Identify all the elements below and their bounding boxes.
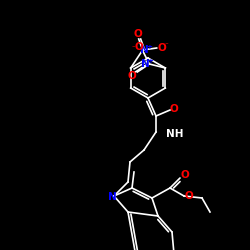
Text: +: +: [148, 58, 153, 64]
Text: +: +: [147, 44, 152, 50]
Text: ⁻: ⁻: [132, 45, 135, 51]
Text: O: O: [133, 29, 142, 39]
Text: O: O: [180, 170, 190, 180]
Text: NH: NH: [166, 129, 184, 139]
Text: ⁻: ⁻: [165, 42, 168, 48]
Text: O: O: [135, 42, 144, 52]
Text: O: O: [157, 43, 166, 53]
Text: N: N: [141, 59, 150, 69]
Text: O: O: [128, 71, 137, 81]
Text: O: O: [170, 104, 178, 114]
Text: N: N: [108, 192, 116, 202]
Text: N: N: [140, 45, 149, 55]
Text: O: O: [184, 191, 194, 201]
